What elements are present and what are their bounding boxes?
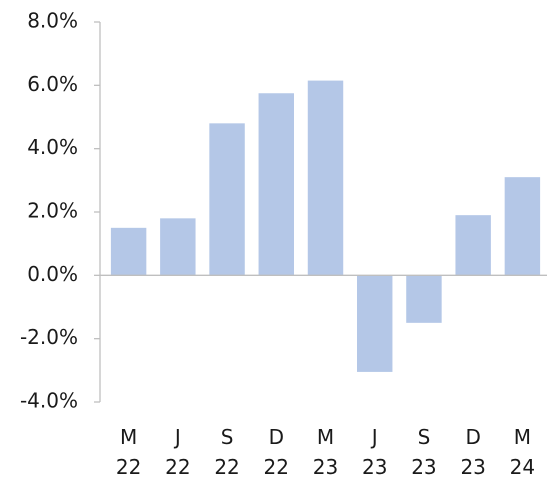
y-tick-label: 0.0% <box>27 262 78 286</box>
x-tick-label-line: D <box>465 425 480 449</box>
y-tick-label: 4.0% <box>27 135 78 159</box>
x-tick-label: S 22 <box>214 425 239 479</box>
x-tick-label: J 22 <box>165 425 190 479</box>
y-tick-label: 6.0% <box>27 72 78 96</box>
x-tick-label-line: 22 <box>165 455 190 479</box>
x-tick-label: M 24 <box>510 425 535 479</box>
x-tick-label-line: S <box>221 425 234 449</box>
x-tick-label-line: M <box>317 425 334 449</box>
x-tick-label-line: M <box>120 425 137 449</box>
y-tick-label: 8.0% <box>27 9 78 33</box>
x-tick-label-line: D <box>269 425 284 449</box>
x-tick-label-line: 23 <box>411 455 436 479</box>
bar <box>406 275 442 323</box>
x-tick-label-line: 22 <box>116 455 141 479</box>
x-tick-label-line: 23 <box>460 455 485 479</box>
x-tick-label-line: J <box>173 425 181 449</box>
x-tick-label-line: 22 <box>214 455 239 479</box>
x-tick-label-line: 23 <box>313 455 338 479</box>
y-tick-label: -2.0% <box>20 325 78 349</box>
bar <box>110 227 147 276</box>
y-tick-label: 2.0% <box>27 199 78 223</box>
bar <box>357 275 393 372</box>
bar <box>160 218 196 276</box>
x-tick-label-line: S <box>418 425 431 449</box>
x-tick-label: D 22 <box>264 425 289 479</box>
bar <box>307 80 344 276</box>
x-tick-label-line: J <box>370 425 378 449</box>
x-tick-label-line: 23 <box>362 455 387 479</box>
bar <box>504 177 541 276</box>
x-tick-label: D 23 <box>460 425 485 479</box>
x-tick-label-line: 24 <box>510 455 535 479</box>
x-tick-label: S 23 <box>411 425 436 479</box>
x-tick-label-line: 22 <box>264 455 289 479</box>
x-tick-label: M 22 <box>116 425 141 479</box>
bar <box>209 123 245 276</box>
x-tick-label: M 23 <box>313 425 338 479</box>
bar <box>258 93 294 276</box>
bar <box>455 215 491 276</box>
y-tick-label: -4.0% <box>20 389 78 413</box>
x-tick-label: J 23 <box>362 425 387 479</box>
x-tick-label-line: M <box>514 425 531 449</box>
